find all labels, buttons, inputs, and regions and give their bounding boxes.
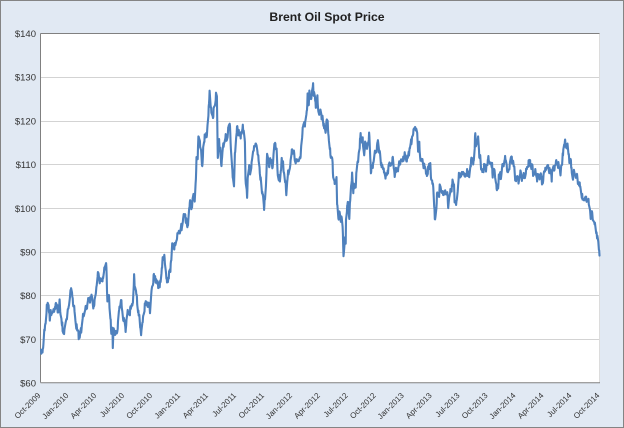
svg-text:$110: $110 <box>16 160 36 171</box>
svg-text:Oct-2012: Oct-2012 <box>348 391 378 421</box>
svg-text:Oct-2013: Oct-2013 <box>460 391 490 421</box>
svg-text:Jan-2011: Jan-2011 <box>153 391 183 421</box>
svg-text:Jan-2014: Jan-2014 <box>488 391 518 421</box>
svg-text:Jan-2012: Jan-2012 <box>264 391 294 421</box>
svg-text:$120: $120 <box>15 116 36 127</box>
svg-text:$140: $140 <box>15 29 36 40</box>
svg-text:Oct-2010: Oct-2010 <box>125 391 155 421</box>
svg-text:Apr-2011: Apr-2011 <box>181 391 211 421</box>
svg-text:$100: $100 <box>15 204 36 215</box>
svg-text:Apr-2010: Apr-2010 <box>69 391 99 421</box>
svg-text:$90: $90 <box>20 248 36 259</box>
svg-text:Oct-2014: Oct-2014 <box>572 391 602 421</box>
svg-text:Apr-2012: Apr-2012 <box>292 391 322 421</box>
svg-text:Jul-2014: Jul-2014 <box>545 391 573 419</box>
svg-text:$130: $130 <box>15 73 36 84</box>
svg-text:Jul-2011: Jul-2011 <box>210 391 238 419</box>
svg-text:Oct-2009: Oct-2009 <box>13 391 43 421</box>
svg-text:Brent Oil Spot Price: Brent Oil Spot Price <box>269 10 384 24</box>
svg-text:$80: $80 <box>20 291 36 302</box>
svg-text:$70: $70 <box>20 335 36 346</box>
svg-text:Jul-2012: Jul-2012 <box>322 391 350 419</box>
svg-text:Jul-2013: Jul-2013 <box>434 391 462 419</box>
svg-text:Jul-2010: Jul-2010 <box>98 391 126 419</box>
svg-text:Jan-2010: Jan-2010 <box>40 391 70 421</box>
svg-text:Apr-2014: Apr-2014 <box>516 391 546 421</box>
svg-text:Oct-2011: Oct-2011 <box>237 391 267 421</box>
svg-text:Jan-2013: Jan-2013 <box>376 391 406 421</box>
svg-text:Apr-2013: Apr-2013 <box>404 391 434 421</box>
svg-text:$60: $60 <box>20 379 36 390</box>
